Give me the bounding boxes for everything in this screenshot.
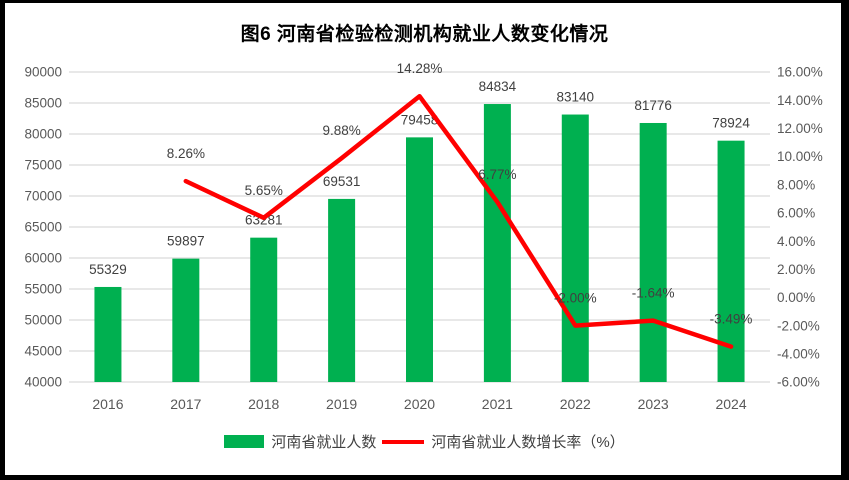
- x-axis-tick: 2017: [170, 396, 201, 412]
- bar-2018: [250, 237, 278, 382]
- legend-item-employment: 河南省就业人数: [224, 431, 376, 452]
- bar-data-labels: 55329 59897 63281 69531 79458 84834 83140 81776…: [89, 79, 750, 277]
- line-label-2021: 6.77%: [478, 167, 516, 182]
- right-axis-tick: -4.00%: [777, 347, 820, 362]
- right-axis-ticks: 16.00% 14.00% 12.00% 10.00% 8.00% 6.00% 4.00% 2…: [777, 65, 823, 390]
- bar-series: [94, 104, 745, 383]
- x-axis-tick: 2024: [715, 396, 746, 412]
- line-series-swatch-icon: [382, 439, 425, 444]
- left-axis-tick: 85000: [24, 96, 62, 111]
- left-axis-tick: 45000: [24, 344, 62, 359]
- right-axis-tick: 10.00%: [777, 149, 823, 164]
- x-axis-tick: 2022: [560, 396, 591, 412]
- bar-2019: [328, 198, 356, 382]
- bar-label-2020: 79458: [401, 112, 439, 127]
- x-axis-tick: 2016: [92, 396, 123, 412]
- left-axis-tick: 75000: [24, 158, 62, 173]
- right-axis-tick: 6.00%: [777, 206, 815, 221]
- bar-2016: [94, 286, 122, 382]
- left-axis-ticks: 90000 85000 80000 75000 70000 65000 60000 55000…: [24, 65, 62, 390]
- chart-title: 图6 河南省检验检测机构就业人数变化情况: [240, 24, 609, 45]
- line-data-labels: 8.26% 5.65% 9.88% 14.28% 6.77% -2.00% -1.64% -3…: [167, 61, 753, 326]
- right-axis-tick: -6.00%: [777, 375, 820, 390]
- left-axis-tick: 80000: [24, 127, 62, 142]
- left-axis-tick: 40000: [24, 375, 62, 390]
- line-label-2024: -3.49%: [710, 312, 753, 327]
- bar-2020: [406, 137, 433, 382]
- left-axis-tick: 90000: [24, 65, 62, 80]
- legend: 河南省就业人数 河南省就业人数增长率（%）: [0, 431, 849, 452]
- bar-2023: [639, 122, 667, 382]
- line-label-2019: 9.88%: [322, 123, 360, 138]
- line-label-2020: 14.28%: [397, 61, 443, 76]
- legend-label-growth-rate: 河南省就业人数增长率（%）: [431, 434, 625, 451]
- bar-label-2021: 84834: [479, 79, 517, 94]
- right-axis-tick: 16.00%: [777, 65, 823, 80]
- left-axis-tick: 60000: [24, 251, 62, 266]
- left-axis-tick: 65000: [24, 220, 62, 235]
- bar-2021: [483, 104, 511, 382]
- right-axis-tick: 4.00%: [777, 234, 815, 249]
- right-axis-tick: -2.00%: [777, 318, 820, 333]
- left-axis-tick: 70000: [24, 189, 62, 204]
- line-label-2017: 8.26%: [167, 146, 205, 161]
- bar-label-2024: 78924: [712, 116, 750, 131]
- bar-label-2019: 69531: [323, 174, 361, 189]
- growth-rate-line: [183, 93, 734, 349]
- x-axis-ticks: 2016 2017 2018 2019 2020 2021 2022 2023 2024: [92, 396, 746, 412]
- bar-2022: [561, 114, 589, 383]
- bar-label-2016: 55329: [89, 262, 127, 277]
- right-axis-tick: 12.00%: [777, 121, 823, 136]
- right-axis-tick: 14.00%: [777, 93, 823, 108]
- right-axis-tick: 0.00%: [777, 290, 815, 305]
- legend-label-employment: 河南省就业人数: [271, 434, 377, 451]
- x-axis-tick: 2021: [482, 396, 513, 412]
- right-axis-tick: 8.00%: [777, 177, 815, 192]
- bar-label-2017: 59897: [167, 234, 205, 249]
- bar-label-2018: 63281: [245, 213, 283, 228]
- line-series: [183, 93, 734, 349]
- legend-item-growth-rate: 河南省就业人数增长率（%）: [382, 431, 625, 452]
- bar-2017: [172, 258, 200, 382]
- left-axis-tick: 50000: [24, 313, 62, 328]
- line-label-2023: -1.64%: [632, 286, 675, 301]
- x-axis-tick: 2019: [326, 396, 357, 412]
- line-label-2018: 5.65%: [245, 183, 283, 198]
- bar-series-swatch-icon: [224, 435, 265, 448]
- left-axis-tick: 55000: [24, 282, 62, 297]
- bar-label-2023: 81776: [634, 98, 672, 113]
- x-axis-tick: 2020: [404, 396, 435, 412]
- x-axis-tick: 2018: [248, 396, 279, 412]
- right-axis-tick: 2.00%: [777, 262, 815, 277]
- bar-label-2022: 83140: [557, 90, 595, 105]
- x-axis-tick: 2023: [638, 396, 669, 412]
- line-label-2022: -2.00%: [554, 291, 597, 306]
